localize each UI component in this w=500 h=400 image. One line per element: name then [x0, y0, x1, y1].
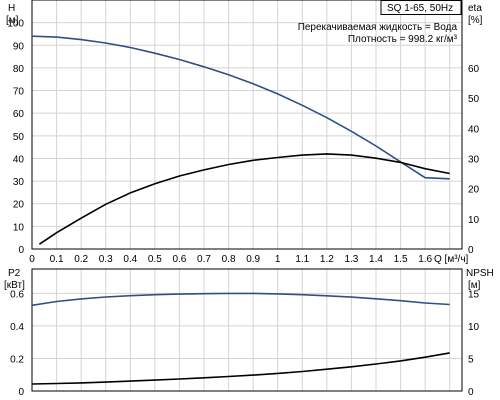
bottom-y-left-axis-unit: [кВт]: [4, 280, 25, 291]
x-tick-label: 0.2: [74, 254, 88, 265]
title-box: [380, 0, 462, 15]
x-tick-label: 0.7: [197, 254, 211, 265]
x-tick-label: 1.5: [394, 254, 408, 265]
y-left-tick-label: 60: [13, 109, 25, 120]
y-right-tick-label: 50: [468, 94, 480, 105]
x-tick-label: 0.1: [50, 254, 64, 265]
bottom-y-left-tick-label: 0.6: [10, 289, 24, 300]
x-tick-label: 0.9: [246, 254, 260, 265]
bottom-y-right-tick-label: 15: [468, 289, 480, 300]
bottom-y-right-tick-label: 0: [468, 387, 474, 398]
x-tick-label: 0: [29, 254, 35, 265]
efficiency-curve-line: [38, 153, 450, 245]
y-left-tick-label: 40: [13, 154, 25, 165]
x-tick-label: 1.1: [295, 254, 309, 265]
y-right-axis-label: eta: [468, 3, 482, 14]
x-tick-label: 0.4: [123, 254, 137, 265]
y-left-tick-label: 90: [13, 41, 25, 52]
x-tick-label: 0.5: [148, 254, 162, 265]
y-left-tick-label: 50: [13, 132, 25, 143]
bottom-plot-frame: [31, 268, 463, 392]
x-tick-label: 1.2: [320, 254, 334, 265]
npsh-curve-line: [31, 352, 450, 385]
bottom-plot-border: [31, 268, 463, 392]
x-tick-label: 0.3: [99, 254, 113, 265]
y-left-tick-label: 30: [13, 177, 25, 188]
y-right-tick-label: 30: [468, 154, 480, 165]
bottom-y-left-tick-label: 0.2: [10, 354, 24, 365]
y-right-tick-label: 20: [468, 185, 480, 196]
bottom-y-right-axis-label: NPSH: [466, 268, 494, 279]
y-left-tick-label: 100: [7, 19, 24, 30]
bottom-y-right-tick-label: 10: [468, 322, 480, 333]
y-left-axis-label: H: [8, 3, 15, 14]
y-left-axis-unit: [м]: [6, 15, 19, 26]
bottom-y-right-tick-label: 5: [468, 354, 474, 365]
y-right-tick-label: 0: [468, 245, 474, 256]
head-curve-line: [31, 35, 450, 180]
bottom-y-left-tick-label: 0: [18, 387, 24, 398]
x-tick-label: 0.8: [222, 254, 236, 265]
top-plot-frame: [31, 0, 463, 250]
annotation-text: Плотность = 998.2 кг/м³: [348, 34, 458, 45]
x-tick-label: 1: [275, 254, 281, 265]
bottom-y-left-tick-label: 0.4: [10, 322, 24, 333]
y-left-tick-label: 10: [13, 222, 25, 233]
y-left-tick-label: 0: [18, 245, 24, 256]
x-tick-label: 1.3: [344, 254, 358, 265]
y-left-tick-label: 20: [13, 200, 25, 211]
bottom-y-right-axis-unit: [м]: [468, 280, 481, 291]
y-left-tick-label: 80: [13, 64, 25, 75]
x-tick-label: 1.6: [418, 254, 432, 265]
top-plot-border: [31, 0, 463, 250]
y-left-tick-label: 70: [13, 87, 25, 98]
annotation-text: Перекачиваемая жидкость = Вода: [298, 22, 458, 33]
x-tick-label: 1.4: [369, 254, 383, 265]
y-right-tick-label: 40: [468, 124, 480, 135]
chart-title: SQ 1-65, 50Hz: [387, 3, 453, 14]
p2-power-curve-line: [31, 292, 450, 307]
x-tick-label: 0.6: [172, 254, 186, 265]
bottom-y-left-axis-label: P2: [8, 268, 21, 279]
y-right-tick-label: 10: [468, 215, 480, 226]
y-right-tick-label: 60: [468, 64, 480, 75]
x-axis-label: Q [м³/ч]: [434, 254, 469, 265]
y-right-axis-unit: [%]: [468, 15, 483, 26]
